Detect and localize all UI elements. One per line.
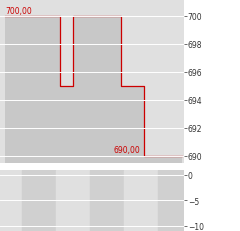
Bar: [90, 170, 124, 231]
Text: 700,00: 700,00: [6, 7, 33, 16]
Bar: [22, 170, 56, 231]
Bar: [0, 170, 22, 231]
Bar: [124, 170, 158, 231]
Text: 690,00: 690,00: [114, 146, 141, 155]
Bar: [56, 170, 90, 231]
Bar: [158, 170, 184, 231]
